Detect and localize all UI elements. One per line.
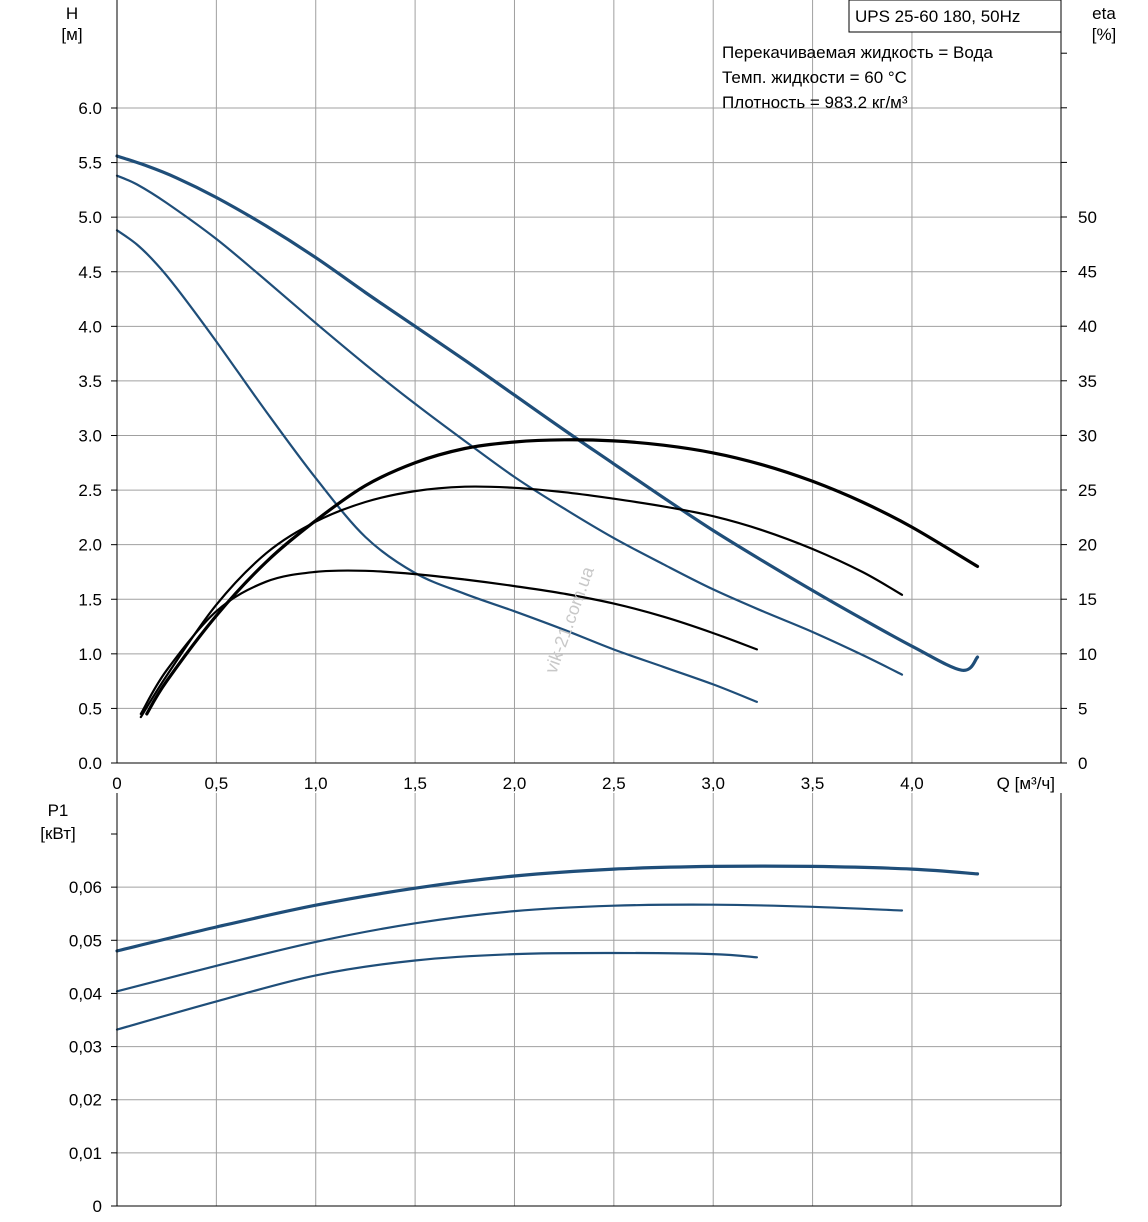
eta-curve-speed-2 [139, 485, 904, 719]
y-tick-label-left: 4.0 [78, 317, 102, 336]
y-tick-label-right: 35 [1078, 372, 1097, 391]
x-tick-label: 0 [112, 774, 121, 793]
x-tick-label: 2,5 [602, 774, 626, 793]
power-curve-speed-2 [115, 903, 904, 993]
x-tick-label: 0,5 [205, 774, 229, 793]
x-tick-label: 1,5 [403, 774, 427, 793]
y-tick-label-left: 1.0 [78, 645, 102, 664]
y-tick-label-right: 50 [1078, 208, 1097, 227]
y-tick-label-right: 40 [1078, 317, 1097, 336]
y-tick-label-left: 4.5 [78, 263, 102, 282]
x-tick-label: 4,0 [900, 774, 924, 793]
y-tick-label-right: 5 [1078, 699, 1087, 718]
y-tick-label-left: 1.5 [78, 590, 102, 609]
head-curve-speed-2 [115, 174, 904, 676]
y-tick-label-right: 45 [1078, 263, 1097, 282]
y-tick-label-left: 3.0 [78, 427, 102, 446]
power-axis-symbol: P1 [48, 801, 69, 820]
power-curve-speed-3 [115, 864, 980, 953]
grid-layer [117, 0, 1061, 1206]
x-tick-label: 2,0 [503, 774, 527, 793]
annotation-fluid: Перекачиваемая жидкость = Вода [722, 43, 993, 62]
y-tick-label-left: 0,05 [69, 931, 102, 950]
power-axis-unit: [кВт] [40, 824, 75, 843]
y-tick-label-left: 0,04 [69, 984, 102, 1003]
axes-layer: 0 0,5 1,0 1,5 2,0 2,5 3,0 3,5 4,0 0.0 0.5 1.0 1.5 2.0… [69, 0, 1097, 1216]
head-axis-unit: [м] [61, 25, 82, 44]
y-tick-label-right: 25 [1078, 481, 1097, 500]
eta-curve-speed-1 [139, 569, 758, 715]
x-tick-label: 3,0 [701, 774, 725, 793]
chart-title: UPS 25-60 180, 50Hz [855, 7, 1020, 26]
x-tick-label: 1,0 [304, 774, 328, 793]
watermark: vik-21.com.ua [541, 563, 598, 676]
y-tick-label-left: 0,01 [69, 1144, 102, 1163]
head-curve-speed-3 [115, 154, 980, 672]
y-tick-label-right: 20 [1078, 536, 1097, 555]
y-tick-label-left: 0,02 [69, 1091, 102, 1110]
y-tick-label-right: 10 [1078, 645, 1097, 664]
y-tick-label-left: 3.5 [78, 372, 102, 391]
eta-curve-speed-3 [145, 438, 980, 716]
curve-layer [115, 154, 980, 1031]
eta-axis-unit: [%] [1092, 25, 1117, 44]
head-axis-symbol: H [66, 4, 78, 23]
title-box [848, 0, 1062, 33]
y-tick-label-left: 2.5 [78, 481, 102, 500]
y-tick-label-left: 0,03 [69, 1038, 102, 1057]
y-tick-label-left: 0 [93, 1197, 102, 1216]
y-tick-label-left: 0.0 [78, 754, 102, 773]
annotation-temperature: Темп. жидкости = 60 °C [722, 68, 907, 87]
y-tick-label-left: 2.0 [78, 536, 102, 555]
y-tick-label-left: 5.0 [78, 208, 102, 227]
y-tick-label-right: 15 [1078, 590, 1097, 609]
y-tick-label-right: 30 [1078, 426, 1097, 445]
y-tick-label-left: 6.0 [78, 99, 102, 118]
power-curve-speed-1 [115, 951, 758, 1031]
y-tick-label-right: 0 [1078, 754, 1087, 773]
head-curve-speed-1 [115, 229, 758, 703]
y-tick-label-left: 5.5 [78, 154, 102, 173]
eta-axis-symbol: eta [1092, 4, 1116, 23]
x-tick-label: 3,5 [801, 774, 825, 793]
y-tick-label-left: 0,06 [69, 878, 102, 897]
y-tick-label-left: 0.5 [78, 699, 102, 718]
annotation-density: Плотность = 983.2 кг/м³ [722, 93, 908, 112]
flow-axis-label: Q [м³/ч] [997, 774, 1055, 793]
